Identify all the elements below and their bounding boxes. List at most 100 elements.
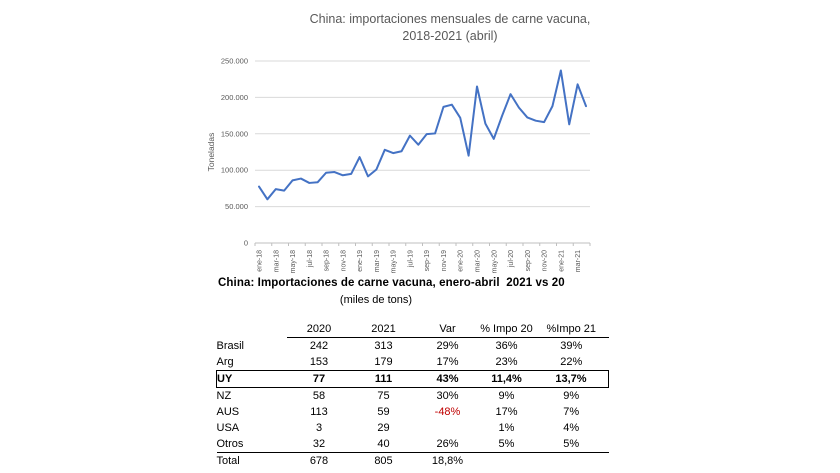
x-tick-label: nov-19 (441, 250, 448, 272)
cell-Impo20: 11,4% (479, 370, 534, 388)
column-header: 2021 (351, 317, 416, 338)
cell-2021: 29 (377, 422, 390, 434)
x-tick-label: nov-18 (340, 250, 347, 272)
cell-Impo21: 22% (560, 356, 583, 368)
cell-2020: 3 (315, 422, 323, 434)
column-header: 2020 (287, 317, 351, 338)
cell-Impo20: 23% (495, 356, 518, 368)
cell-Impo21: 13,7% (534, 370, 609, 388)
y-tick-label: 0 (244, 239, 248, 248)
line-chart-svg: 0 50.000 100.000 150.000 200.000 250.000 ene-1… (206, 57, 591, 273)
cell-Impo21: 7% (563, 406, 580, 418)
x-tick-label: jul-19 (407, 250, 414, 268)
cell-Var: 29% (436, 340, 459, 352)
x-tick-label: ene-18 (257, 250, 264, 272)
cell-Var: 43% (416, 370, 479, 388)
column-header: %Impo 21 (534, 317, 609, 338)
cell-2020: 32 (312, 438, 326, 450)
cell-2021: 40 (377, 438, 390, 450)
x-tick-label: sep-18 (324, 250, 331, 272)
x-tick-label: ene-21 (558, 250, 565, 272)
cell-Impo20: 36% (495, 340, 518, 352)
chart-title: China: importaciones mensuales de carne … (235, 11, 665, 45)
table-row-nz: NZ 58 75 30% 9% 9% (217, 388, 609, 405)
x-tick-label: may-18 (290, 250, 297, 273)
table-row-brasil: Brasil 242 313 29% 36% 39% (217, 338, 609, 355)
row-label: Otros (216, 438, 244, 450)
table-row-uy: UY 77 111 43% 11,4% 13,7% (216, 370, 609, 388)
cell-2021: 179 (374, 356, 393, 368)
row-label: Arg (216, 356, 234, 368)
row-label: USA (216, 422, 240, 434)
cell-2021: 59 (377, 406, 390, 418)
chart-title-line1: China: importaciones mensuales de carne … (309, 12, 591, 26)
table-title: China: Importaciones de carne vacuna, en… (218, 277, 565, 289)
x-tick-label: may-20 (491, 250, 498, 273)
table-body: Brasil 242 313 29% 36% 39% Arg 153 179 17% 23% 22% U… (216, 338, 609, 469)
cell-Impo20 (479, 452, 534, 469)
x-tick-label: may-19 (391, 250, 398, 273)
cell-Impo20: 9% (498, 390, 515, 402)
x-tick-label: ene-19 (357, 250, 364, 272)
cell-Var: 30% (436, 390, 459, 402)
cell-Var: 17% (436, 356, 459, 368)
x-tick-label: nov-20 (542, 250, 549, 272)
x-tick-label: mar-20 (475, 250, 482, 272)
cell-Impo21: 39% (560, 340, 583, 352)
row-label: NZ (216, 390, 232, 402)
header-row: 2020 2021 Var% Impo 20 %Impo 21 (217, 317, 609, 338)
cell-2020: 153 (309, 356, 329, 368)
chart-title-line2: 2018-2021 (abril) (402, 29, 498, 43)
y-tick-label: 50.000 (225, 202, 248, 211)
cell-2020: 58 (312, 390, 326, 402)
y-tick-label: 200.000 (221, 93, 248, 102)
table-row-aus: AUS 113 59 -48% 17% 7% (217, 404, 609, 420)
cell-Impo21: 5% (563, 438, 580, 450)
table-row-total: Total 678 805 18,8% (216, 452, 609, 469)
cell-2020: 113 (310, 406, 328, 418)
cell-Var: -48% (434, 406, 461, 418)
column-header: % Impo 20 (479, 317, 534, 338)
cell-Var (416, 420, 479, 436)
table-row-arg: Arg 153 179 17% 23% 22% (217, 354, 609, 371)
cell-Impo21: 9% (563, 390, 580, 402)
cell-Impo21: 4% (563, 422, 580, 434)
row-label: Brasil (216, 339, 245, 352)
table-subtitle: (miles de tons) (339, 294, 413, 306)
y-tick-label: 100.000 (221, 166, 248, 175)
import-line-series (258, 69, 587, 201)
cell-2020: 77 (287, 370, 351, 388)
row-label: Total (216, 452, 287, 469)
cell-2020: 678 (287, 452, 351, 469)
row-label-header (217, 317, 288, 338)
cell-Impo21 (534, 452, 609, 469)
y-axis-title: Toneladas (206, 133, 216, 172)
x-tick-label: jul-18 (307, 250, 314, 268)
cell-Impo20: 5% (498, 438, 515, 450)
table-header: 2020 2021 Var% Impo 20 %Impo 21 (217, 317, 609, 338)
x-tick-label: mar-19 (374, 250, 381, 272)
row-label: AUS (216, 406, 240, 418)
cell-2021: 75 (377, 390, 390, 402)
x-tick-label: mar-21 (575, 250, 582, 272)
y-tick-label: 250.000 (221, 57, 248, 66)
cell-Var: 26% (436, 438, 459, 450)
cell-2020: 242 (309, 340, 329, 352)
x-tick-label: ene-20 (458, 250, 465, 272)
x-tick-label: mar-18 (273, 250, 280, 272)
cell-2021: 805 (351, 452, 416, 469)
column-header: Var (416, 317, 479, 338)
table-row-usa: USA 3 29 1% 4% (217, 420, 609, 436)
x-tick-label: jul-20 (508, 250, 515, 268)
cell-2021: 111 (351, 370, 416, 388)
cell-Impo20: 17% (495, 406, 518, 418)
table-row-otros: Otros 32 40 26% 5% 5% (217, 436, 609, 453)
row-label: UY (216, 370, 287, 388)
cell-Impo20: 1% (498, 422, 515, 434)
x-tick-label: sep-19 (424, 250, 431, 272)
x-tick-label: sep-20 (525, 250, 532, 272)
cell-Var: 18,8% (416, 452, 479, 469)
cell-2021: 313 (374, 340, 393, 352)
imports-comparison-table: 2020 2021 Var% Impo 20 %Impo 21 Brasil 242 31… (216, 317, 609, 469)
